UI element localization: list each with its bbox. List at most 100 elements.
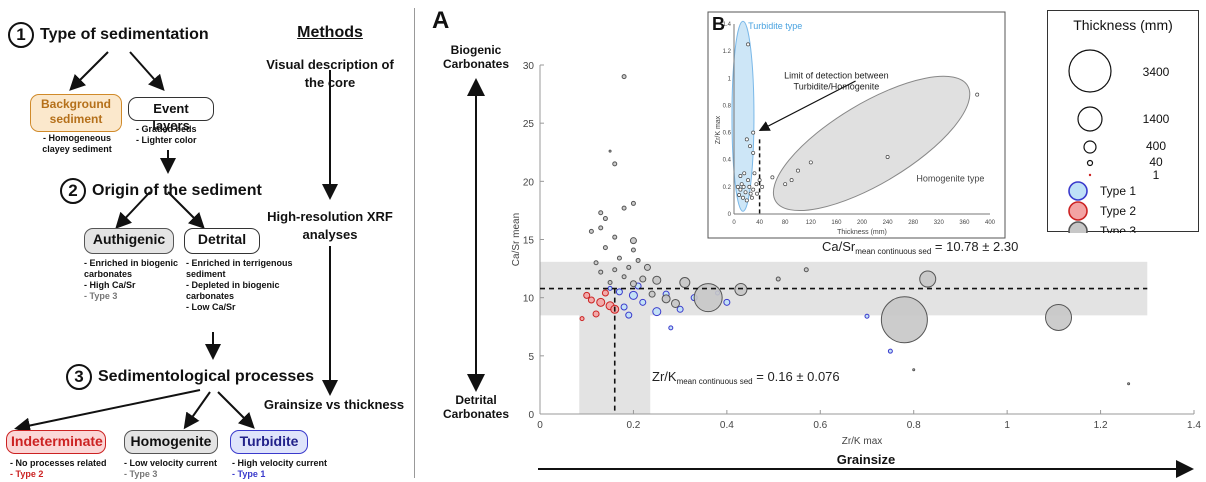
b-x-tick-label: 120 <box>806 220 817 226</box>
b-point <box>755 191 759 196</box>
background-notes: - Homogeneous clayey sediment <box>42 133 112 154</box>
b-x-tick-label: 40 <box>756 220 763 226</box>
b-x-tick-label: 360 <box>959 220 970 226</box>
point-type3 <box>621 274 627 280</box>
legend-size-circle <box>1086 159 1094 167</box>
limit-label-2: Turbidite/Homogenite <box>794 81 880 91</box>
point-type3 <box>1045 303 1073 331</box>
point-type1 <box>607 285 613 291</box>
b-point <box>742 171 747 176</box>
b-point <box>744 137 749 142</box>
y-tick-label: 20 <box>523 177 535 188</box>
b-point <box>744 198 749 203</box>
legend-size-label: 40 <box>1149 155 1163 169</box>
point-type3 <box>608 149 612 153</box>
indeterminate-notes: - No processes related - Type 2 <box>10 458 107 479</box>
step2-title: Origin of the sediment <box>92 182 262 199</box>
legend-type-marker <box>1068 201 1088 221</box>
step3-title: Sedimentological processes <box>98 368 315 385</box>
point-type1 <box>723 298 731 306</box>
b-point <box>754 182 759 187</box>
y-axis-label: Ca/Sr mean <box>511 213 522 266</box>
b-point <box>748 144 752 149</box>
b-y-tick-label: 0.6 <box>723 131 732 137</box>
point-type3 <box>734 283 748 297</box>
x-tick-label: 0.8 <box>907 420 921 431</box>
b-point <box>748 191 753 196</box>
point-type3 <box>593 260 599 266</box>
b-point <box>760 184 765 189</box>
panel-b-label: B <box>712 14 725 34</box>
point-type3 <box>693 283 723 313</box>
y-tick-label: 25 <box>523 119 535 130</box>
point-type3 <box>679 277 691 289</box>
point-type1 <box>864 313 870 319</box>
x-tick-label: 0.4 <box>720 420 734 431</box>
point-type3 <box>612 234 618 240</box>
legend-size-label: 400 <box>1146 139 1166 153</box>
method-xrf: High-resolution XRF analyses <box>267 209 393 242</box>
b-x-tick-label: 400 <box>985 220 996 226</box>
legend-type-label: Type 3 <box>1100 224 1136 233</box>
point-type3 <box>602 216 608 222</box>
b-point <box>746 178 751 183</box>
point-type3 <box>643 263 651 271</box>
panel-a-label: A <box>432 7 449 34</box>
authigenic-notes: - Enriched in biogenic carbonates - High … <box>84 258 179 301</box>
legend: Thickness (mm) 3400 1400 400 40 1 Type 1 Type … <box>1047 10 1199 233</box>
b-point <box>741 195 745 200</box>
b-point <box>739 182 744 187</box>
detrital-notes: - Enriched in terrigenous sediment - Depl… <box>186 258 293 312</box>
point-type3 <box>1127 382 1131 386</box>
event-notes: - Graded beds - Lighter color <box>136 124 197 145</box>
casr-annotation: Ca/Srmean continuous sed = 10.78 ± 2.30 <box>822 239 1018 256</box>
y-tick-label: 30 <box>523 61 535 72</box>
b-x-tick-label: 320 <box>934 220 945 226</box>
point-type2 <box>596 297 606 307</box>
x-tick-label: 1.2 <box>1094 420 1108 431</box>
chart-b: 0 40 80 120 160 200 240 280 320 360 400 0 0.2 0.4 0.6 0… <box>707 11 1006 239</box>
homogenite-notes: - Low velocity current - Type 3 <box>124 458 218 479</box>
legend-type-marker <box>1068 221 1088 233</box>
limit-arrow <box>758 80 856 131</box>
diagram-arrows <box>14 51 338 434</box>
legend-type-marker <box>1068 181 1088 201</box>
b-y-tick-label: 0.2 <box>723 185 732 191</box>
point-type1 <box>620 303 628 311</box>
legend-size-circle <box>1083 140 1097 154</box>
point-type3 <box>621 74 627 80</box>
point-type1 <box>887 348 893 354</box>
point-type3 <box>880 296 928 344</box>
x-tick-label: 0.2 <box>626 420 640 431</box>
limit-label-1: Limit of detection between <box>784 70 889 80</box>
legend-size-label: 1400 <box>1143 112 1170 126</box>
point-type3 <box>635 257 641 263</box>
point-type3 <box>919 270 937 288</box>
b-point <box>770 175 775 180</box>
point-type1 <box>668 325 674 331</box>
y-tick-label: 5 <box>528 352 534 363</box>
point-type3 <box>629 237 637 245</box>
point-type1 <box>615 288 623 296</box>
detrital-label: Detrital Carbonates <box>443 393 509 421</box>
point-type3 <box>626 264 632 270</box>
panel-divider <box>414 8 415 478</box>
b-point <box>808 160 813 165</box>
b-y-tick-label: 1.4 <box>723 22 732 28</box>
method-visual: Visual description of the core <box>266 57 394 90</box>
point-type1 <box>676 305 684 313</box>
grainsize-label: Grainsize <box>837 452 896 467</box>
turbidite-ellipse <box>731 20 755 212</box>
point-type3 <box>803 267 809 273</box>
y-tick-label: 10 <box>523 294 535 305</box>
b-y-tick-label: 1.2 <box>723 49 732 55</box>
b-point <box>751 187 756 192</box>
b-point <box>752 171 757 176</box>
b-x-tick-label: 240 <box>883 220 894 226</box>
point-type3 <box>912 368 916 372</box>
b-point <box>741 184 746 189</box>
b-point <box>789 178 794 183</box>
step3-number: 3 <box>66 364 92 390</box>
x-tick-label: 1 <box>1004 420 1010 431</box>
